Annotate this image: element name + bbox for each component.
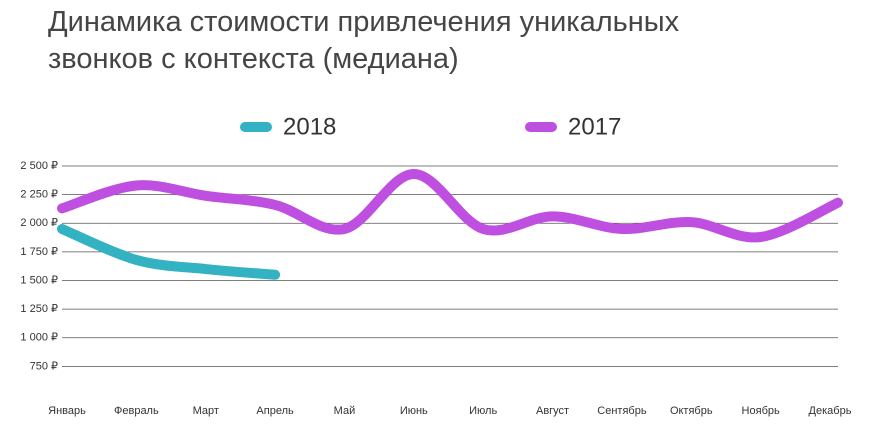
x-tick-label: Июль [469, 405, 497, 417]
x-tick-label: Март [193, 405, 219, 417]
chart-title: Динамика стоимости привлечения уникальны… [48, 6, 680, 75]
x-tick-label: Февраль [114, 405, 159, 417]
x-tick-label: Декабрь [809, 405, 852, 417]
y-tick-label: 1 500 ₽ [20, 274, 58, 286]
x-tick-label: Октябрь [670, 405, 713, 417]
x-tick-label: Апрель [256, 405, 294, 417]
y-tick-label: 2 250 ₽ [20, 189, 58, 201]
y-tick-label: 1 750 ₽ [20, 246, 58, 258]
y-tick-label: 1 000 ₽ [20, 332, 58, 344]
line-series [57, 223, 281, 280]
legend-label: 2018 [283, 113, 336, 140]
x-tick-label: Январь [48, 405, 86, 417]
y-tick-label: 2 500 ₽ [20, 160, 58, 172]
legend-label: 2017 [568, 113, 621, 140]
x-tick-label: Сентябрь [597, 405, 647, 417]
x-tick-label: Ноябрь [742, 405, 780, 417]
y-tick-label: 2 000 ₽ [20, 217, 58, 229]
y-tick-label: 750 ₽ [30, 360, 58, 372]
y-tick-label: 1 250 ₽ [20, 303, 58, 315]
x-tick-label: Август [536, 405, 569, 417]
line-series [57, 169, 843, 243]
x-tick-label: Июнь [400, 405, 428, 417]
x-tick-label: Май [334, 405, 356, 417]
